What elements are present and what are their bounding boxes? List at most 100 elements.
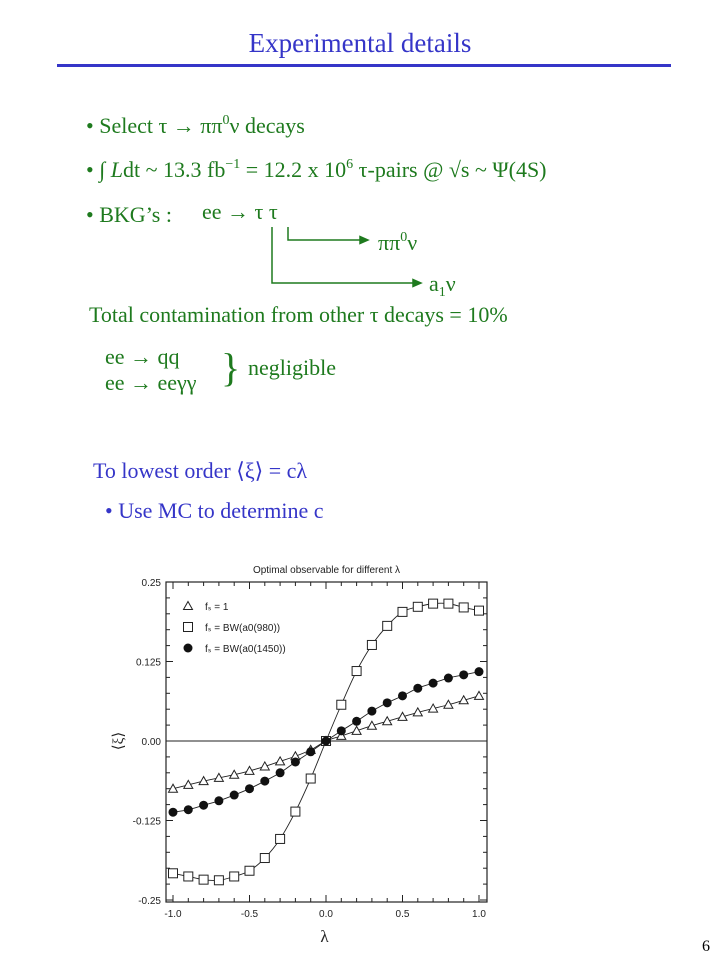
data-point-square [290,806,301,817]
data-point-triangle [458,694,470,705]
data-point-filled-circle [321,736,331,746]
data-point-square [443,598,454,609]
text: ν [407,230,418,255]
x-tick-label: 1.0 [472,909,486,920]
use-mc-text: • Use MC to determine c [105,498,324,523]
data-point-triangle [259,760,271,771]
data-point-triangle [473,690,485,700]
text: −1 [225,157,241,172]
x-tick-label: 0.0 [319,909,333,920]
text: 0 [400,230,408,245]
x-tick-label: -0.5 [241,909,259,920]
contamination-text: Total contamination from other τ decays … [89,302,508,327]
data-point-filled-circle [443,673,453,683]
data-point-square [382,620,393,631]
data-point-square [198,874,209,885]
y-tick-label: 0.125 [136,658,161,669]
legend-marker-square [183,622,193,632]
data-point-square [213,875,224,886]
bkg-process: ee → τ τ [202,199,278,224]
text: ν [445,271,456,296]
branch-pipi0nu: ππ0ν [378,230,417,256]
data-point-triangle [427,703,439,713]
y-tick-label: 0.25 [142,578,162,589]
data-point-filled-circle [459,670,469,680]
data-point-triangle [228,769,240,779]
data-point-triangle [412,706,424,717]
data-point-square [183,871,194,882]
data-point-triangle [274,755,286,766]
data-point-triangle [182,779,194,789]
qq-process: ee → qq [105,344,180,369]
legend-marker-triangle [182,600,194,610]
data-point-filled-circle [352,716,362,726]
text: dt ~ 13.3 fb [122,157,226,182]
data-point-triangle [381,715,393,726]
data-point-square [275,833,286,844]
y-tick-label: 0.00 [142,737,162,748]
text: ν decays [229,113,305,138]
data-point-filled-circle [214,796,224,806]
text: 6 [346,157,354,172]
chart-title: Optimal observable for different λ [253,565,400,576]
text: L [110,157,123,182]
data-point-filled-circle [229,790,239,800]
legend-label: fₛ = BW(a0(980)) [205,623,280,634]
data-point-filled-circle [474,667,484,677]
data-point-square [305,773,316,784]
negligible-text: negligible [248,355,336,380]
eegg-process: ee → eeγγ [105,370,197,395]
data-point-filled-circle [260,776,270,786]
data-point-square [397,606,408,617]
data-point-square [412,601,423,612]
data-point-square [336,699,347,710]
branch-a1nu: a1ν [429,271,456,300]
text: 1 [438,285,446,300]
data-point-square [458,602,469,613]
data-point-square [351,666,362,677]
data-point-square [168,868,178,879]
data-point-square [474,605,484,616]
data-point-square [428,598,439,609]
x-axis-label: λ [320,927,329,946]
y-axis-label: ⟨ξ⟩ [111,732,127,750]
data-point-triangle [167,783,179,793]
data-point-filled-circle [245,784,254,794]
data-point-triangle [213,772,225,782]
y-tick-label: -0.25 [138,896,161,907]
bullet-select: • Select τ → ππ0ν decays [86,113,305,139]
data-point-filled-circle [199,800,209,810]
title-divider [57,64,671,67]
data-point-triangle [366,720,378,730]
data-point-filled-circle [398,691,407,701]
x-tick-label: -1.0 [164,909,182,920]
bullet-bkg-label: • BKG’s : [86,202,172,227]
data-point-square [229,871,240,882]
text: • ∫ [86,157,111,182]
data-point-filled-circle [275,768,285,778]
text: ππ [378,230,401,255]
page-title: Experimental details [248,28,472,58]
lowest-order-text: To lowest order ⟨ξ⟩ = cλ [93,458,308,483]
x-tick-label: 0.5 [396,909,410,920]
data-point-square [244,865,255,876]
data-point-filled-circle [336,726,346,736]
data-point-square [366,639,377,650]
y-tick-label: -0.125 [133,817,162,828]
text: = 12.2 x 10 [240,157,347,182]
text: • Select τ → ππ [86,113,223,138]
data-point-filled-circle [367,706,377,716]
bullet-luminosity: • ∫ Ldt ~ 13.3 fb−1 = 12.2 x 106 τ-pairs… [86,157,547,183]
data-point-filled-circle [428,678,438,688]
text: τ-pairs @ √s ~ Ψ(4S) [353,157,547,182]
data-point-filled-circle [382,698,392,708]
data-point-triangle [397,711,408,721]
data-point-square [259,853,270,864]
data-point-filled-circle [168,807,178,817]
data-point-triangle [351,725,362,735]
data-point-triangle [244,765,255,775]
data-point-filled-circle [183,805,193,815]
data-point-triangle [198,775,209,786]
data-point-triangle [443,699,454,709]
